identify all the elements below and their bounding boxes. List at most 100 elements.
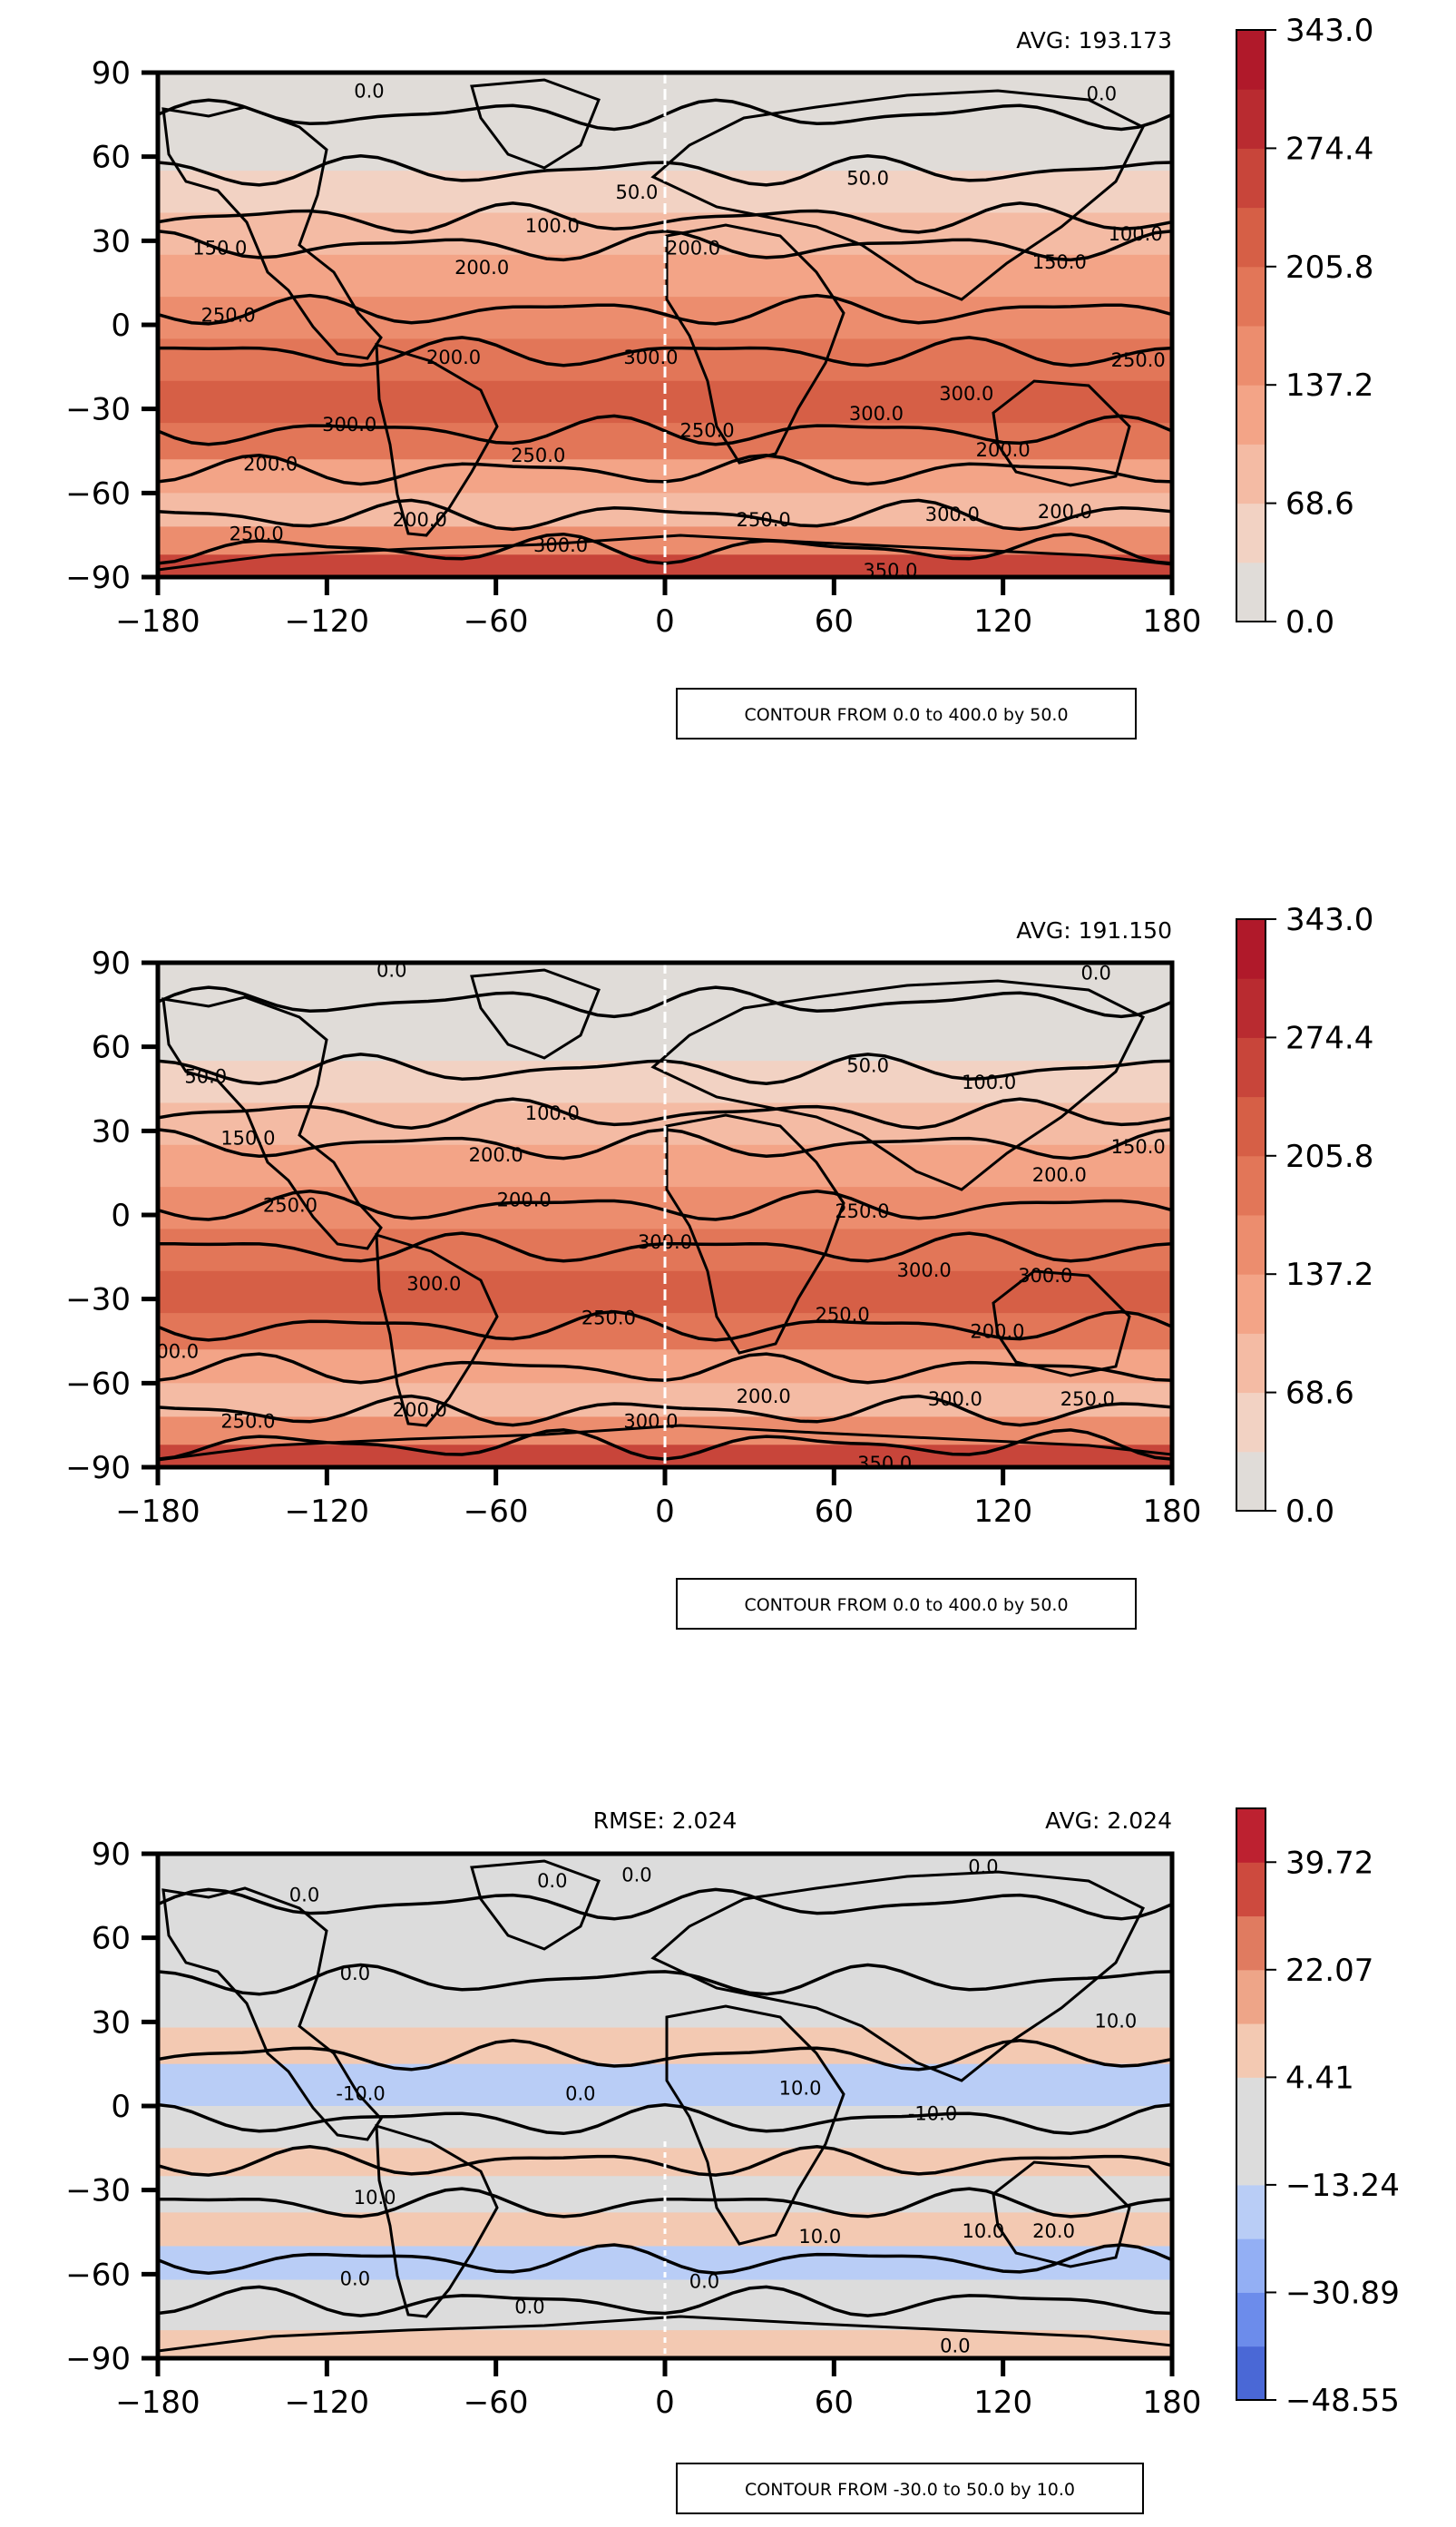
colorbar-swatch bbox=[1236, 1037, 1265, 1098]
colorbar-swatch bbox=[1236, 503, 1265, 563]
y-axis: 90 60 30 0 −30 −60 −90 bbox=[65, 55, 158, 596]
colorbar-tick-label: 22.07 bbox=[1285, 1953, 1373, 1989]
contour-label: 200.0 bbox=[393, 509, 447, 531]
contour-label: 250.0 bbox=[230, 524, 284, 545]
colorbar-frame bbox=[1236, 29, 1266, 622]
contour-label: 200.0 bbox=[1038, 501, 1092, 523]
contour-label: 250.0 bbox=[1060, 1388, 1115, 1410]
colorbar-swatches bbox=[1236, 1808, 1265, 2401]
y-tick-label: −60 bbox=[65, 475, 131, 512]
contour-label: 150.0 bbox=[1032, 251, 1087, 273]
colorbar-swatch bbox=[1236, 2238, 1265, 2293]
y-tick-label: −30 bbox=[65, 2173, 131, 2209]
contour-label: 250.0 bbox=[201, 305, 256, 327]
contour-label: 200.0 bbox=[737, 1386, 791, 1407]
x-tick-label: 180 bbox=[1143, 2385, 1202, 2421]
contour-line bbox=[158, 498, 1172, 532]
contour-label: 00.0 bbox=[156, 1340, 199, 1362]
contour-label: 20.0 bbox=[1032, 2220, 1075, 2242]
contour-label: 0.0 bbox=[340, 1963, 370, 1984]
contour-line bbox=[158, 1887, 1172, 1921]
contour-label: 300.0 bbox=[623, 347, 678, 368]
colorbar-swatch bbox=[1236, 2130, 1265, 2186]
colorbar-tick-label: 343.0 bbox=[1285, 13, 1373, 49]
colorbar-swatch bbox=[1236, 1096, 1265, 1157]
contour-label: 10.0 bbox=[1095, 2010, 1138, 2032]
continent-eurasia bbox=[650, 979, 1146, 1191]
contour-label: 300.0 bbox=[406, 1273, 461, 1295]
x-tick-label: −120 bbox=[285, 1494, 369, 1530]
y-axis: 90 60 30 0 −30 −60 −90 bbox=[65, 1836, 158, 2377]
contour-label: 250.0 bbox=[816, 1304, 870, 1326]
colorbar-tick-label: −30.89 bbox=[1285, 2275, 1400, 2311]
contour-label: 0.0 bbox=[621, 1865, 651, 1886]
contour-label: 250.0 bbox=[680, 419, 735, 441]
continent-antarctica bbox=[158, 534, 1172, 572]
x-tick-label: 120 bbox=[973, 603, 1032, 640]
land-outline bbox=[158, 968, 1172, 1462]
y-tick-label: 60 bbox=[92, 1921, 131, 1957]
colorbar-swatch bbox=[1236, 266, 1265, 327]
colorbar-tick-label: 205.8 bbox=[1285, 250, 1373, 286]
contour-label: 0.0 bbox=[376, 959, 406, 981]
contour-label: 0.0 bbox=[537, 1870, 567, 1892]
continent-greenland bbox=[470, 78, 601, 170]
y-tick-label: 30 bbox=[92, 1113, 131, 1150]
y-tick-label: 30 bbox=[92, 223, 131, 260]
contour-label: 250.0 bbox=[511, 445, 565, 466]
y-tick-label: 60 bbox=[92, 140, 131, 176]
x-tick-label: −60 bbox=[464, 1494, 529, 1530]
colorbar-tick-label: 68.6 bbox=[1285, 486, 1354, 523]
colorbar-frame bbox=[1236, 1807, 1266, 2401]
colorbar: 0.0 68.6 137.2 205.8 274.4 343.0 bbox=[1236, 13, 1373, 641]
contour-label: 200.0 bbox=[426, 347, 481, 368]
colorbar-tick-label: 205.8 bbox=[1285, 1139, 1373, 1175]
contour-label: 150.0 bbox=[192, 238, 247, 260]
colorbar-ticks: 0.0 68.6 137.2 205.8 274.4 343.0 bbox=[1265, 13, 1373, 641]
contour-label: 300.0 bbox=[322, 414, 376, 436]
colorbar-swatch bbox=[1236, 1808, 1265, 1863]
colorbar-tick-label: 137.2 bbox=[1285, 1257, 1373, 1293]
contour-labels: 0.0 0.0 50.0 50.0 100.0 100.0 150.0 150.0 200.0 2… bbox=[156, 959, 1166, 1467]
map-panel-difference: 0.0 0.0 0.0 0.0 0.0 10.0 -10.0 0.0 -10.0 10.0 10.0… bbox=[65, 1807, 1400, 2514]
contour-label: 0.0 bbox=[968, 1856, 998, 1877]
colorbar-swatch bbox=[1236, 1862, 1265, 1917]
x-tick-label: −180 bbox=[115, 1494, 200, 1530]
colorbar: −48.55 −30.89 −13.24 4.41 22.07 39.72 bbox=[1236, 1807, 1400, 2419]
colorbar-swatch bbox=[1236, 385, 1265, 445]
colorbar-swatch bbox=[1236, 2077, 1265, 2132]
colorbar-swatch bbox=[1236, 1333, 1265, 1394]
x-axis: −180 −120 −60 0 60 120 180 bbox=[115, 1467, 1201, 1530]
y-tick-label: 90 bbox=[92, 945, 131, 982]
y-tick-label: 60 bbox=[92, 1030, 131, 1066]
contour-label: 150.0 bbox=[1111, 1136, 1166, 1158]
colorbar-swatch bbox=[1236, 562, 1265, 622]
continent-eurasia bbox=[650, 1870, 1146, 2082]
colorbar-swatch bbox=[1236, 30, 1265, 90]
colorbar-tick-label: −48.55 bbox=[1285, 2383, 1400, 2419]
contour-label: 250.0 bbox=[581, 1307, 636, 1328]
contour-label: 200.0 bbox=[666, 238, 720, 260]
contour-label: 200.0 bbox=[454, 257, 509, 279]
contour-label: 50.0 bbox=[184, 1066, 227, 1088]
contour-note: CONTOUR FROM 0.0 to 400.0 by 50.0 bbox=[744, 705, 1068, 725]
contour-label: 10.0 bbox=[354, 2187, 396, 2209]
field-band bbox=[158, 2007, 1172, 2029]
map-panel-test: 0.0 0.0 50.0 50.0 100.0 100.0 150.0 150.0 200.0 2… bbox=[65, 13, 1373, 739]
rmse-label: RMSE: 2.024 bbox=[593, 1807, 738, 1834]
contour-label: 50.0 bbox=[616, 181, 659, 203]
contour-label: 250.0 bbox=[835, 1200, 889, 1222]
contour-label: 200.0 bbox=[243, 453, 298, 475]
contour-labels: 0.0 0.0 0.0 0.0 0.0 10.0 -10.0 0.0 -10.0 10.0 10.0… bbox=[289, 1856, 1138, 2356]
colorbar-tick-label: 274.4 bbox=[1285, 131, 1373, 167]
continent-australia bbox=[992, 1269, 1131, 1377]
colorbar-tick-label: −13.24 bbox=[1285, 2168, 1400, 2204]
y-tick-label: −90 bbox=[65, 560, 131, 596]
colorbar-swatch bbox=[1236, 148, 1265, 209]
x-tick-label: 0 bbox=[655, 2385, 675, 2421]
colorbar-ticks: −48.55 −30.89 −13.24 4.41 22.07 39.72 bbox=[1265, 1845, 1400, 2419]
contour-label: 300.0 bbox=[533, 534, 588, 556]
x-axis: −180 −120 −60 0 60 120 180 bbox=[115, 2358, 1201, 2421]
x-tick-label: −120 bbox=[285, 2385, 369, 2421]
y-tick-label: −90 bbox=[65, 2341, 131, 2377]
